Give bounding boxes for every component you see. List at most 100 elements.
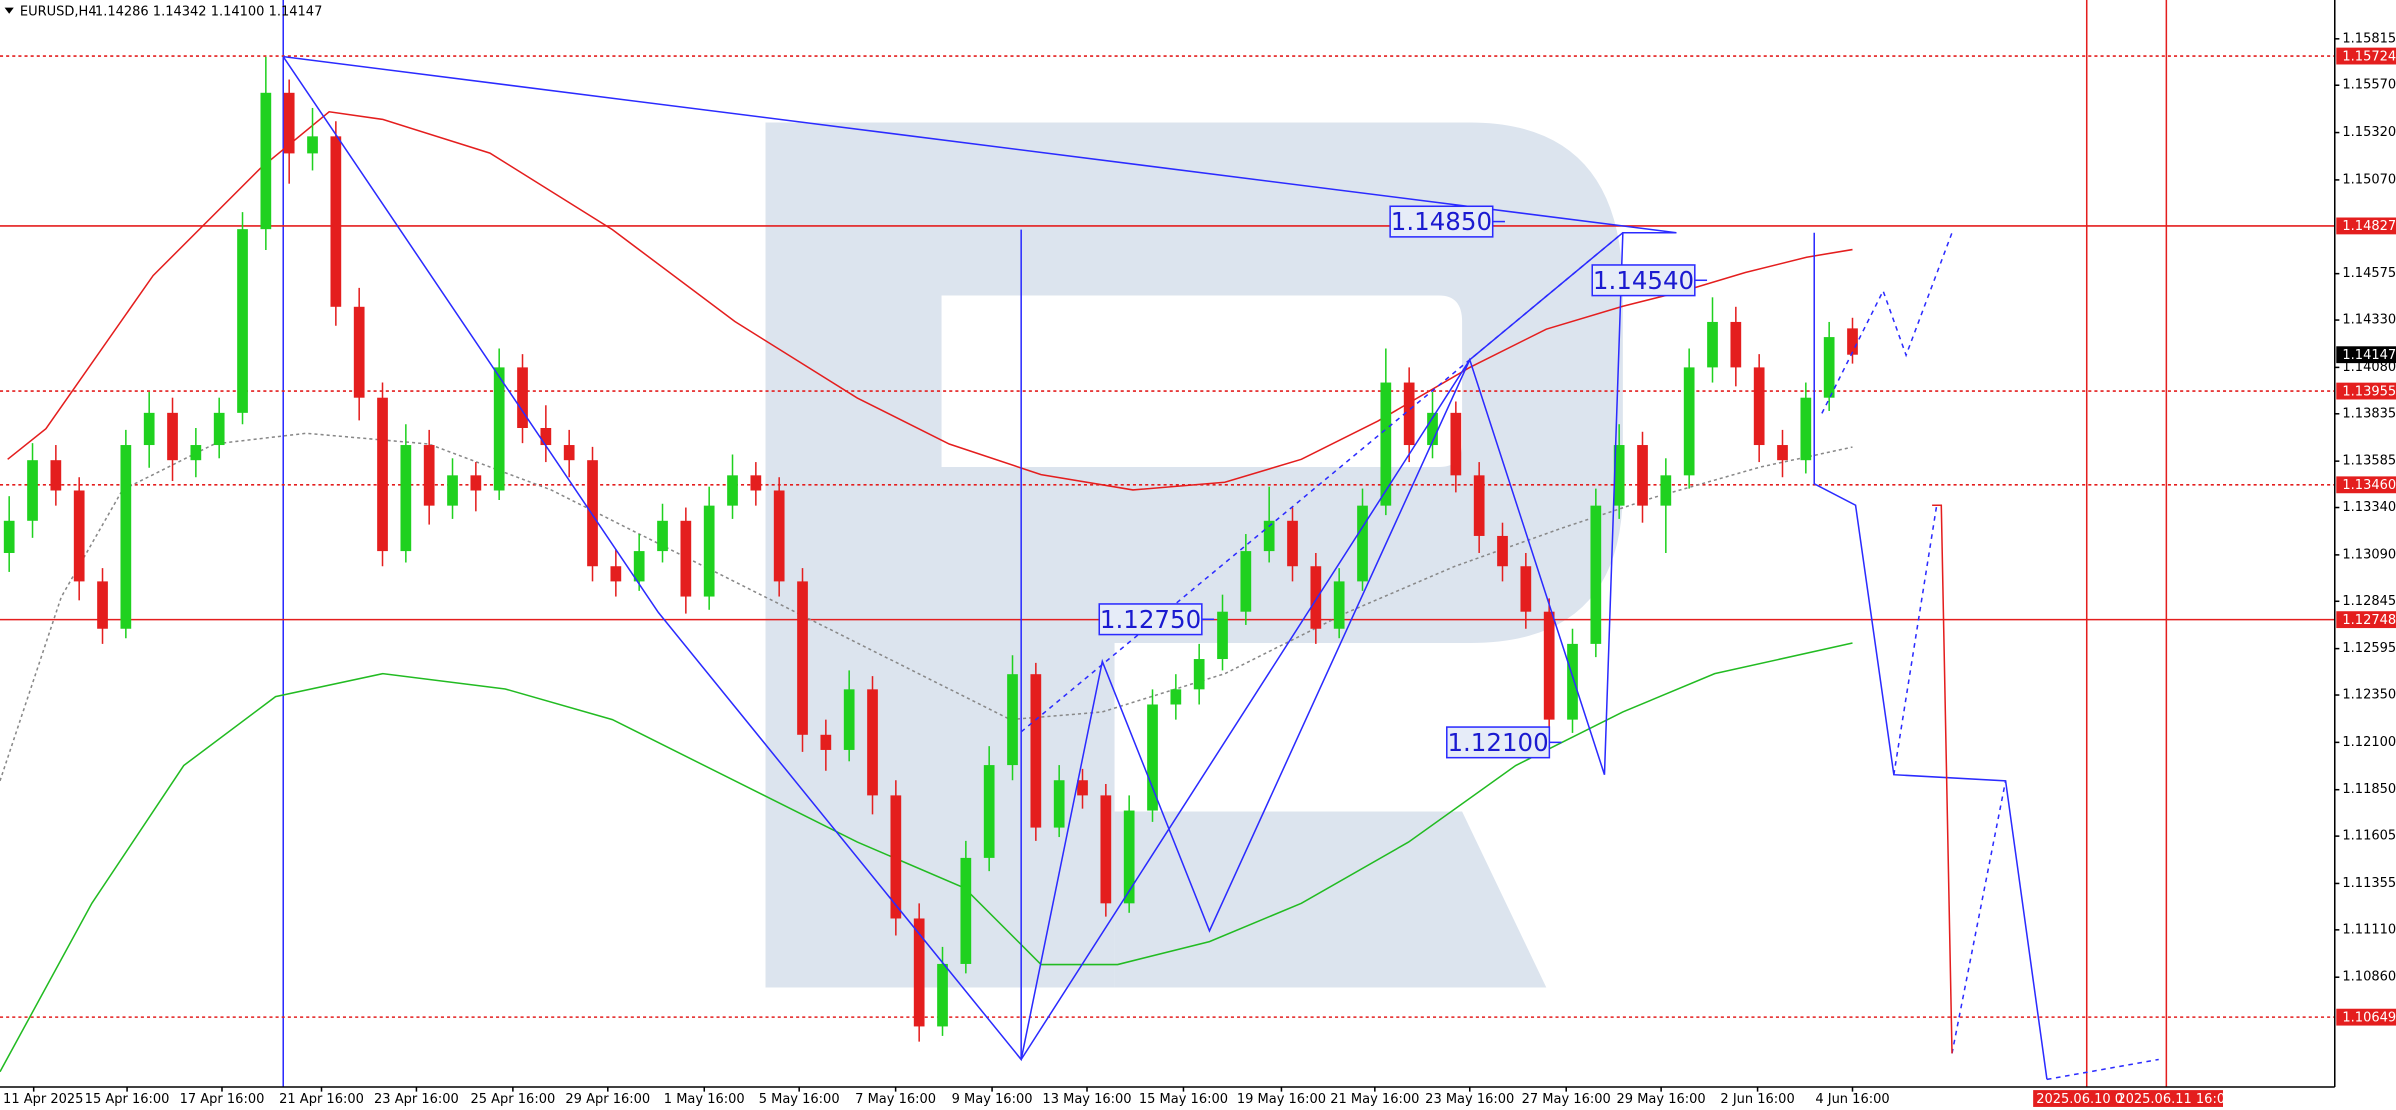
- candle-body: [283, 92, 295, 154]
- price-label: 1.15724: [2342, 49, 2396, 64]
- y-tick-label: 1.13585: [2342, 454, 2396, 469]
- ma-dotted: [0, 432, 1853, 782]
- annotation-box: [1446, 726, 1551, 759]
- candle-body: [563, 445, 575, 461]
- annotation-label: 1.14540: [1593, 266, 1694, 295]
- x-tick-label: 25 Apr 16:00: [470, 1092, 555, 1107]
- candle-body: [377, 397, 388, 552]
- x-tick-label: 13 May 16:00: [1042, 1092, 1131, 1107]
- y-tick-label: 1.12845: [2342, 594, 2396, 609]
- forecast-red: [1932, 504, 1953, 1054]
- candle-body: [1637, 445, 1648, 506]
- candle-body: [167, 412, 178, 461]
- y-tick-label: 1.13340: [2342, 500, 2396, 515]
- candle-body: [470, 475, 482, 491]
- candle-body: [1333, 581, 1345, 629]
- candle-body: [890, 795, 902, 919]
- candle-body: [773, 490, 785, 582]
- candle-body: [703, 505, 715, 597]
- candle-body: [1240, 551, 1252, 612]
- x-tick-label: 15 May 16:00: [1139, 1092, 1228, 1107]
- candle-body: [1077, 780, 1088, 796]
- candle-body: [727, 475, 738, 506]
- candle-body: [190, 445, 202, 461]
- candle-body: [657, 520, 668, 552]
- watermark-leg: [1114, 811, 1547, 988]
- x-tick-label: 29 May 16:00: [1617, 1092, 1706, 1107]
- candle-body: [843, 689, 855, 750]
- candle-body: [1730, 321, 1742, 368]
- menu-arrow[interactable]: [4, 7, 14, 14]
- candle-body: [1613, 445, 1625, 506]
- annotation-label: 1.14850: [1391, 207, 1492, 236]
- candle-body: [750, 475, 762, 491]
- x-tick-label: 21 May 16:00: [1330, 1092, 1419, 1107]
- price-label: 1.14147: [2342, 348, 2396, 363]
- time-marker: 2025.06.11 16:00: [2117, 1092, 2233, 1107]
- candle-body: [1497, 535, 1508, 567]
- x-tick-label: 29 Apr 16:00: [565, 1092, 650, 1107]
- candle-body: [1800, 397, 1812, 461]
- x-tick-label: 19 May 16:00: [1237, 1092, 1326, 1107]
- y-tick-label: 1.14080: [2342, 360, 2396, 375]
- candle-body: [73, 490, 85, 582]
- y-tick-label: 1.14575: [2342, 266, 2396, 281]
- y-tick-label: 1.11110: [2342, 922, 2396, 937]
- candle-body: [1753, 367, 1765, 446]
- candle-body: [1287, 520, 1298, 567]
- y-tick-label: 1.13835: [2342, 406, 2396, 421]
- x-tick-label: 9 May 16:00: [952, 1092, 1033, 1107]
- candle-body: [1683, 367, 1695, 476]
- price-label: 1.12748: [2342, 613, 2396, 628]
- candle-body: [867, 689, 878, 796]
- candle-body: [983, 765, 995, 858]
- x-tick-label: 5 May 16:00: [759, 1092, 840, 1107]
- price-label-box: [2336, 346, 2396, 364]
- candle-body: [3, 520, 15, 553]
- wave-line: [282, 56, 1624, 1062]
- candle-body: [937, 963, 948, 1027]
- axis-labels: 1.15815 1.15570 1.15320 1.15070 1.14575 1.143…: [3, 31, 2396, 1107]
- price-label-box: [2336, 217, 2396, 235]
- candle-body: [680, 520, 692, 597]
- y-tick-label: 1.15070: [2342, 172, 2396, 187]
- x-tick-label: 1 May 16:00: [664, 1092, 745, 1107]
- x-tick-label: 21 Apr 16:00: [279, 1092, 364, 1107]
- candle-body: [1473, 475, 1485, 536]
- candle-body: [633, 551, 645, 582]
- candle-body: [1357, 505, 1368, 582]
- candles: [3, 56, 1858, 1042]
- y-tick-label: 1.12100: [2342, 735, 2396, 750]
- candle-body: [610, 566, 622, 582]
- x-tick-label: 27 May 16:00: [1522, 1092, 1611, 1107]
- price-label: 1.14827: [2342, 219, 2396, 234]
- candle-body: [540, 427, 552, 446]
- y-tick-label: 1.12595: [2342, 641, 2396, 656]
- y-tick-label: 1.15320: [2342, 125, 2396, 140]
- candle-body: [517, 367, 528, 428]
- candle-body: [1403, 382, 1415, 446]
- x-tick-label: 2 Jun 16:00: [1720, 1092, 1794, 1107]
- candle-body: [1217, 611, 1228, 660]
- candle-body: [353, 306, 365, 398]
- candle-body: [1823, 337, 1835, 398]
- x-tick-label: 4 Jun 16:00: [1815, 1092, 1889, 1107]
- symbol: EURUSD,H4: [20, 5, 97, 20]
- y-tick-label: 1.12350: [2342, 688, 2396, 703]
- trend-line: [283, 55, 1677, 234]
- y-tick-label: 1.11850: [2342, 782, 2396, 797]
- ma-red: [7, 110, 1853, 491]
- candle-body: [1007, 674, 1018, 766]
- candle-body: [1263, 520, 1275, 552]
- candle-body: [237, 229, 248, 413]
- candle-body: [1380, 382, 1392, 506]
- wave-lines: [282, 55, 2159, 1081]
- candle-body: [97, 581, 108, 629]
- y-tick-label: 1.15570: [2342, 78, 2396, 93]
- price-label: 1.13460: [2342, 478, 2396, 493]
- price-label-box: [2336, 611, 2396, 629]
- candle-body: [1123, 810, 1135, 904]
- candle-body: [493, 367, 505, 491]
- candle-body: [1427, 412, 1438, 446]
- y-tick-label: 1.14330: [2342, 313, 2396, 328]
